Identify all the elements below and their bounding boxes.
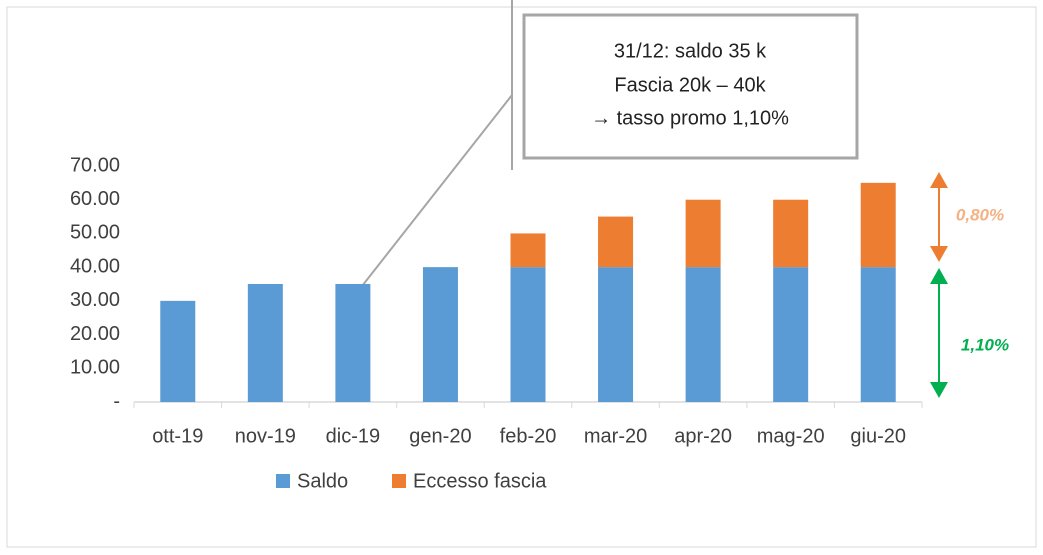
bar <box>860 182 896 268</box>
y-tick-label: 20.00 <box>70 323 120 345</box>
bar <box>335 284 371 402</box>
bar <box>598 267 634 402</box>
bar <box>860 267 896 402</box>
x-tick-label: giu-20 <box>850 425 906 447</box>
bar <box>773 267 809 402</box>
x-tick-label: mag-20 <box>757 425 825 447</box>
lower-rate-label: 1,10% <box>961 335 1009 354</box>
bar <box>598 216 634 268</box>
x-tick-label: feb-20 <box>500 425 557 447</box>
callout-text: 31/12: saldo 35 k <box>614 40 767 62</box>
bar <box>247 284 283 402</box>
lower-range-arrow <box>930 268 948 398</box>
callout-leader <box>354 94 513 296</box>
legend-swatch <box>276 474 290 488</box>
y-tick-label: 60.00 <box>70 188 120 210</box>
bar <box>685 199 721 268</box>
bar <box>510 233 546 268</box>
upper-range-arrow <box>930 172 948 262</box>
callout-text: → tasso promo 1,10% <box>591 107 789 129</box>
x-tick-label: nov-19 <box>235 425 296 447</box>
bar <box>510 267 546 402</box>
x-tick-label: dic-19 <box>326 425 380 447</box>
x-tick-label: ott-19 <box>152 425 203 447</box>
legend-label: Saldo <box>297 470 348 492</box>
y-tick-label: 50.00 <box>70 222 120 244</box>
x-tick-label: apr-20 <box>674 425 732 447</box>
bar <box>422 267 458 402</box>
upper-rate-label: 0,80% <box>956 205 1004 224</box>
y-tick-label: 30.00 <box>70 289 120 311</box>
callout-text: Fascia 20k – 40k <box>614 74 766 96</box>
bar <box>773 199 809 268</box>
bar <box>160 300 196 402</box>
y-tick-label: - <box>113 390 120 412</box>
legend-label: Eccesso fascia <box>413 470 547 492</box>
y-tick-label: 40.00 <box>70 255 120 277</box>
bar <box>685 267 721 402</box>
y-tick-label: 10.00 <box>70 357 120 379</box>
y-tick-label: 70.00 <box>70 154 120 176</box>
callout-box <box>522 13 859 160</box>
legend-swatch <box>392 474 406 488</box>
x-tick-label: mar-20 <box>584 425 647 447</box>
x-tick-label: gen-20 <box>409 425 471 447</box>
